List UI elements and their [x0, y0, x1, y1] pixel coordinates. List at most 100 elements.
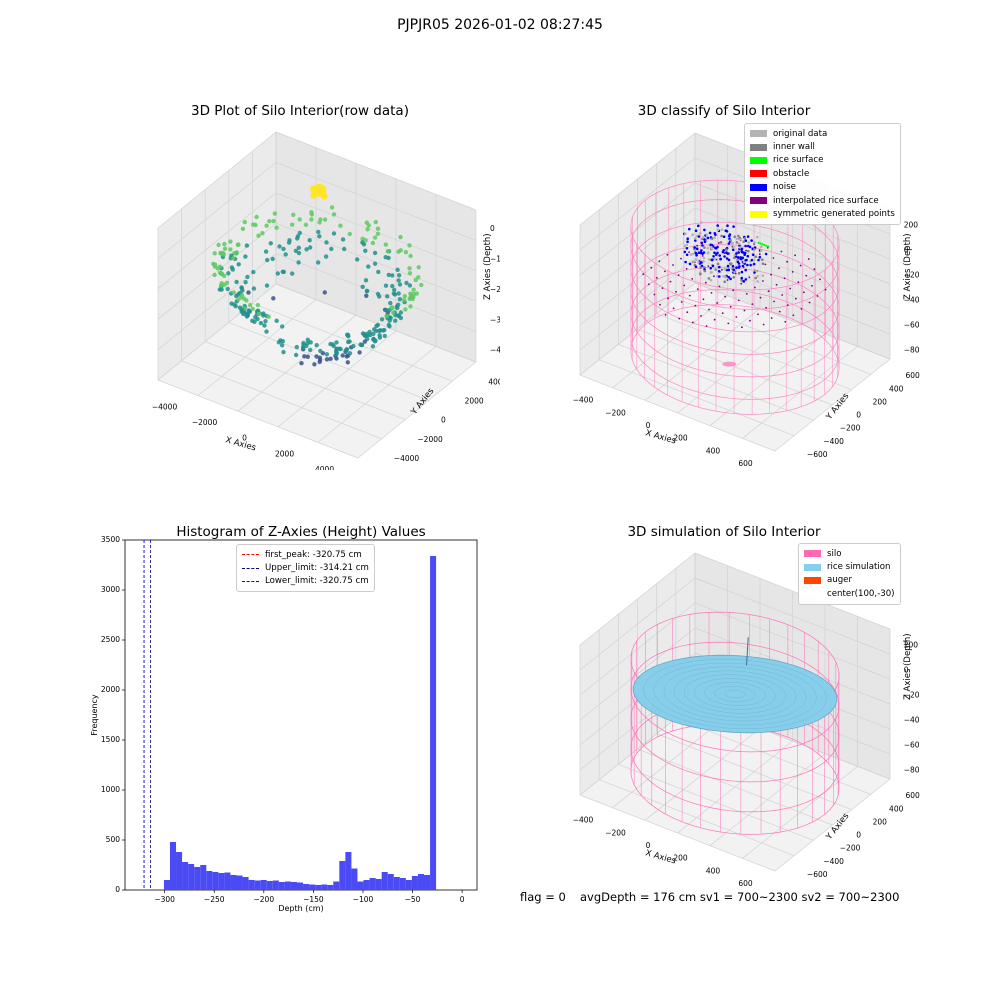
classified-point — [702, 256, 706, 260]
classified-point — [689, 253, 693, 256]
legend-label: rice surface — [773, 155, 824, 166]
histogram-bar — [430, 556, 437, 890]
data-point — [235, 242, 241, 247]
data-point — [324, 357, 330, 362]
grid-line — [157, 222, 277, 320]
classified-point — [735, 266, 738, 269]
data-point — [239, 293, 244, 298]
classified-point — [737, 242, 741, 246]
classified-point — [750, 239, 753, 242]
classified-point — [691, 252, 695, 256]
histogram-bar — [369, 878, 376, 890]
data-point — [374, 323, 379, 329]
interpolated-point — [754, 286, 756, 289]
classified-point — [727, 258, 731, 262]
z-tick-label: 0 — [904, 665, 909, 674]
data-point — [391, 310, 396, 315]
data-point — [328, 356, 333, 361]
interpolated-point — [677, 274, 680, 277]
data-point — [280, 339, 285, 344]
panel3-bars — [163, 556, 437, 890]
data-point — [231, 290, 236, 295]
z-tick-label: −800 — [904, 765, 920, 774]
interpolated-point — [680, 257, 682, 260]
classified-point — [728, 234, 731, 238]
data-point — [268, 241, 273, 246]
interpolated-point — [748, 276, 751, 279]
legend-swatch — [242, 580, 259, 582]
data-point — [291, 212, 296, 217]
data-point — [253, 222, 258, 228]
classified-point — [702, 251, 706, 254]
interpolated-point — [764, 263, 767, 266]
grid-line — [579, 157, 696, 251]
y-tick-label: 0 — [441, 416, 446, 425]
grid-line — [181, 360, 382, 440]
z-tick-label: −600 — [904, 740, 920, 749]
panel2-legend: original data inner wall rice surface obsta… — [744, 123, 901, 225]
classified-point — [723, 267, 727, 271]
interpolated-point — [672, 264, 674, 266]
interpolated-point — [667, 297, 669, 300]
data-point — [231, 256, 236, 261]
data-point — [309, 217, 314, 222]
panel1-3d-scatter: −4000 −2000 0 2000 4000 −4000 −2000 0 2000 4000 0 −… — [152, 131, 500, 470]
legend-label: obstacle — [773, 168, 810, 179]
data-point — [308, 340, 313, 345]
classified-point — [716, 251, 719, 255]
interpolated-point — [675, 290, 677, 293]
classified-point — [686, 237, 689, 240]
legend-label: first_peak: -320.75 cm — [265, 549, 362, 560]
histogram-bar — [212, 872, 219, 890]
data-point — [403, 250, 409, 255]
interpolated-point — [784, 320, 787, 323]
data-point — [370, 344, 376, 349]
classified-point — [732, 246, 735, 249]
interpolated-point — [759, 296, 762, 299]
data-point — [262, 323, 267, 328]
data-point — [255, 316, 260, 322]
interpolated-point — [708, 308, 710, 311]
histogram-bar — [260, 880, 267, 890]
data-point — [331, 231, 337, 236]
x-tick-label: 4000 — [315, 465, 334, 470]
classified-point — [746, 263, 749, 267]
data-point — [330, 342, 335, 347]
classified-point — [703, 238, 706, 241]
data-point — [212, 272, 217, 278]
interpolated-point — [786, 304, 789, 306]
data-point — [310, 192, 317, 199]
data-point — [264, 283, 270, 288]
data-point — [240, 226, 246, 231]
data-point — [396, 313, 402, 319]
classified-point — [729, 262, 733, 265]
data-point — [263, 249, 269, 254]
y-tick-label: −400 — [823, 857, 844, 866]
classified-point — [752, 258, 756, 262]
interpolated-point — [727, 322, 730, 325]
interpolated-point — [666, 253, 669, 256]
data-point — [397, 297, 403, 302]
classified-point — [744, 244, 747, 248]
data-point — [309, 212, 315, 217]
data-point — [382, 327, 387, 333]
data-point — [408, 291, 413, 296]
data-point — [281, 349, 286, 355]
interpolated-point — [770, 273, 772, 276]
panel2-tick-labels: −400−2000200400600−600−400−2000200400600… — [573, 220, 920, 468]
classified-point — [718, 275, 721, 278]
grid-line — [275, 162, 477, 241]
data-point — [317, 234, 322, 239]
classified-point — [691, 233, 694, 236]
classified-point — [742, 240, 745, 243]
histogram-bar — [315, 885, 322, 890]
classified-point — [737, 266, 741, 269]
panel1-tick-labels: −4000 −2000 0 2000 4000 −4000 −2000 0 2000 4000 0 −… — [152, 224, 500, 470]
data-point — [396, 291, 401, 296]
histogram-bar — [236, 875, 243, 890]
y-tick-label: 400 — [889, 384, 904, 393]
y-tick-label: 500 — [106, 835, 121, 844]
classified-point — [700, 241, 704, 245]
data-point — [228, 239, 233, 244]
y-tick-label: 4000 — [488, 377, 500, 386]
